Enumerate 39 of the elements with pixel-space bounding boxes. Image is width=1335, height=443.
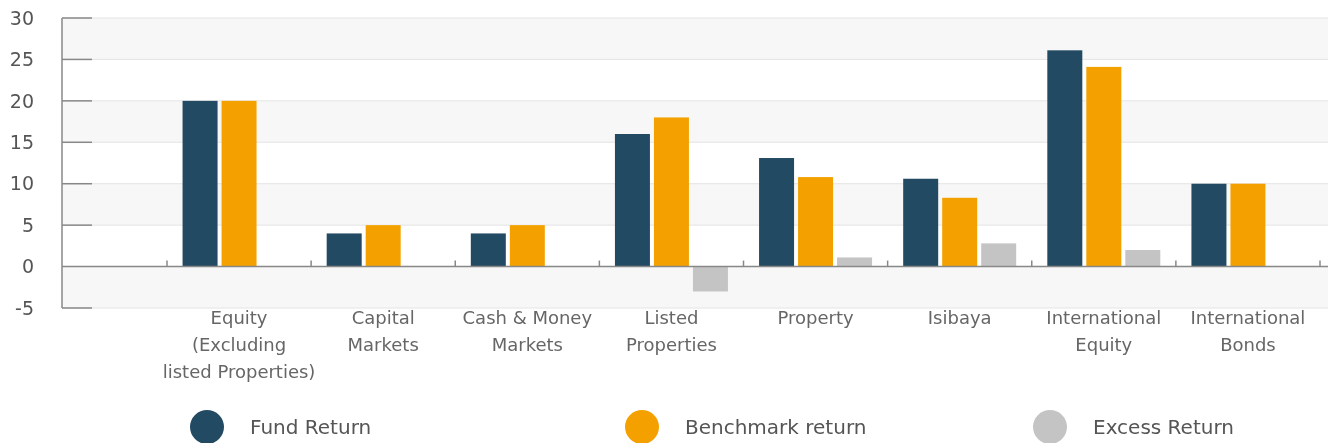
bar [903,178,939,267]
y-tick-label: 10 [9,172,34,195]
x-tick-label: International Equity [1046,307,1162,355]
bar [692,266,728,292]
bar [1230,183,1266,267]
bar [1047,50,1083,267]
x-tick-label: Capital Markets [347,307,419,355]
bar [365,225,401,267]
legend-label: Fund Return [250,415,372,439]
bar [798,177,834,267]
bar [837,257,873,267]
y-tick-label: -5 [15,296,34,319]
x-tick-label: International Bonds [1190,307,1306,355]
x-tick-label: Isibaya [927,307,992,328]
bar [759,158,795,267]
y-tick-label: 20 [9,89,34,112]
bar [1086,66,1122,267]
legend-label: Benchmark return [685,415,867,439]
y-tick-label: 25 [9,48,34,71]
x-tick-label: Cash & Money Markets [462,307,593,355]
bar [614,134,650,267]
x-tick-label: Equity (Excluding listed Properties) [162,307,316,382]
legend-label: Excess Return [1093,415,1234,439]
x-tick-label: Listed Properties [625,307,717,355]
y-tick-label: 5 [21,213,34,236]
x-tick-label: Property [777,307,854,328]
y-tick-label: 0 [21,255,34,278]
bar [1191,183,1227,267]
bar [942,197,978,267]
y-tick-label: 15 [9,130,34,153]
bar [1125,250,1161,267]
bar [470,233,506,267]
bar [326,233,362,267]
bar [221,100,257,267]
y-tick-label: 30 [9,6,34,29]
bar [653,117,689,267]
bar [182,100,218,267]
bar [509,225,545,267]
bar [981,243,1017,267]
